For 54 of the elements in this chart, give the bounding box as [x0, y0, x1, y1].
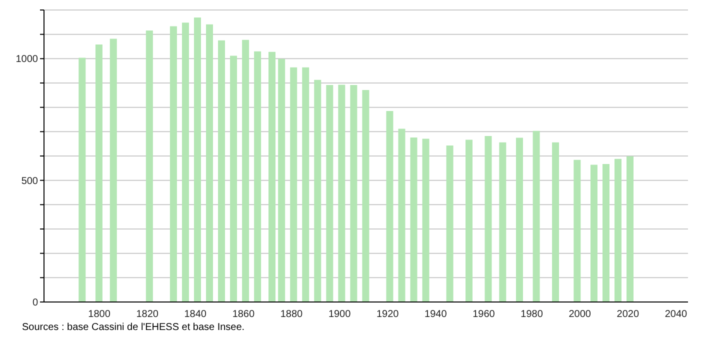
bar	[446, 146, 454, 302]
bar	[278, 58, 286, 302]
bar	[626, 156, 634, 302]
bar	[194, 18, 201, 302]
bar	[326, 84, 334, 302]
bar	[314, 80, 322, 302]
x-tick-label: 2040	[664, 309, 688, 320]
bar	[499, 142, 506, 302]
x-tick-label: 1980	[520, 309, 544, 320]
bar	[78, 58, 86, 302]
x-tick-label: 1960	[472, 309, 496, 320]
bar	[350, 84, 358, 302]
bar	[362, 90, 370, 302]
bar	[254, 51, 262, 302]
x-tick-label: 1880	[280, 309, 304, 320]
bar	[95, 44, 102, 302]
x-tick-label: 2020	[616, 309, 640, 320]
x-tick-label: 1820	[136, 309, 159, 320]
bar	[170, 26, 177, 302]
bar	[590, 164, 598, 302]
bar	[182, 22, 189, 302]
x-tick-label: 1920	[376, 309, 400, 320]
bar	[552, 142, 560, 302]
bar	[602, 164, 610, 302]
source-note: Sources : base Cassini de l'EHESS et base Insee.	[22, 322, 246, 333]
x-tick-label: 1800	[88, 309, 111, 320]
bar	[574, 160, 581, 302]
x-tick-label: 1840	[184, 309, 207, 320]
bar	[410, 138, 418, 302]
x-tick-label: 1860	[232, 309, 256, 320]
y-tick-label: 1000	[16, 54, 38, 66]
bar	[290, 67, 298, 302]
bar	[398, 128, 406, 302]
bar	[268, 52, 276, 302]
bar	[484, 136, 492, 302]
bar	[516, 138, 523, 302]
bar	[614, 158, 622, 302]
bar	[532, 130, 540, 302]
bar	[302, 67, 310, 302]
y-tick-label: 0	[32, 298, 38, 309]
bar	[466, 140, 473, 302]
x-tick-label: 2000	[568, 309, 592, 320]
bar	[422, 138, 430, 302]
bar	[386, 110, 394, 302]
y-tick-label: 500	[21, 176, 38, 187]
bar	[230, 56, 238, 302]
bar	[146, 30, 153, 302]
bar	[206, 24, 213, 302]
bar	[242, 40, 250, 302]
bar	[218, 40, 226, 302]
bar	[110, 38, 117, 302]
x-tick-label: 1900	[328, 309, 352, 320]
bar	[338, 84, 346, 302]
x-tick-label: 1940	[424, 309, 448, 320]
